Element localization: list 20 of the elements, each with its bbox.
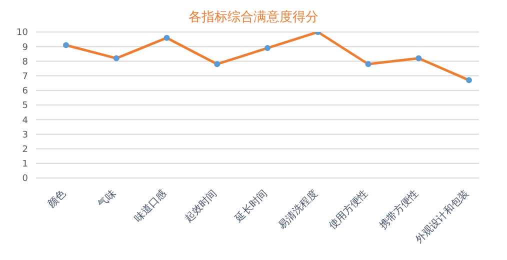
y-tick-label: 7	[22, 72, 28, 82]
x-tick-label: 味道口感	[132, 188, 169, 224]
y-tick-label: 5	[22, 101, 28, 112]
x-tick-label: 气味	[96, 188, 118, 210]
y-tick-label: 6	[22, 86, 28, 97]
x-tick-label: 易清洗程度	[276, 188, 320, 232]
x-tick-label: 携带方便性	[376, 188, 421, 232]
y-tick-label: 3	[22, 130, 28, 140]
y-tick-label: 10	[16, 28, 28, 38]
chart-title: 各指标综合满意度得分	[188, 9, 320, 27]
y-tick-label: 1	[22, 160, 28, 170]
x-tick-label: 颜色	[45, 188, 68, 210]
x-tick-label: 起效时间	[182, 188, 220, 224]
y-tick-label: 2	[22, 144, 28, 155]
y-tick-label: 9	[22, 42, 28, 53]
y-tick-label: 0	[22, 174, 28, 184]
x-tick-label: 使用方便性	[326, 188, 370, 232]
y-tick-label: 4	[22, 116, 28, 126]
x-tick-label: 延长时间	[232, 188, 270, 226]
y-tick-label: 8	[22, 57, 28, 68]
